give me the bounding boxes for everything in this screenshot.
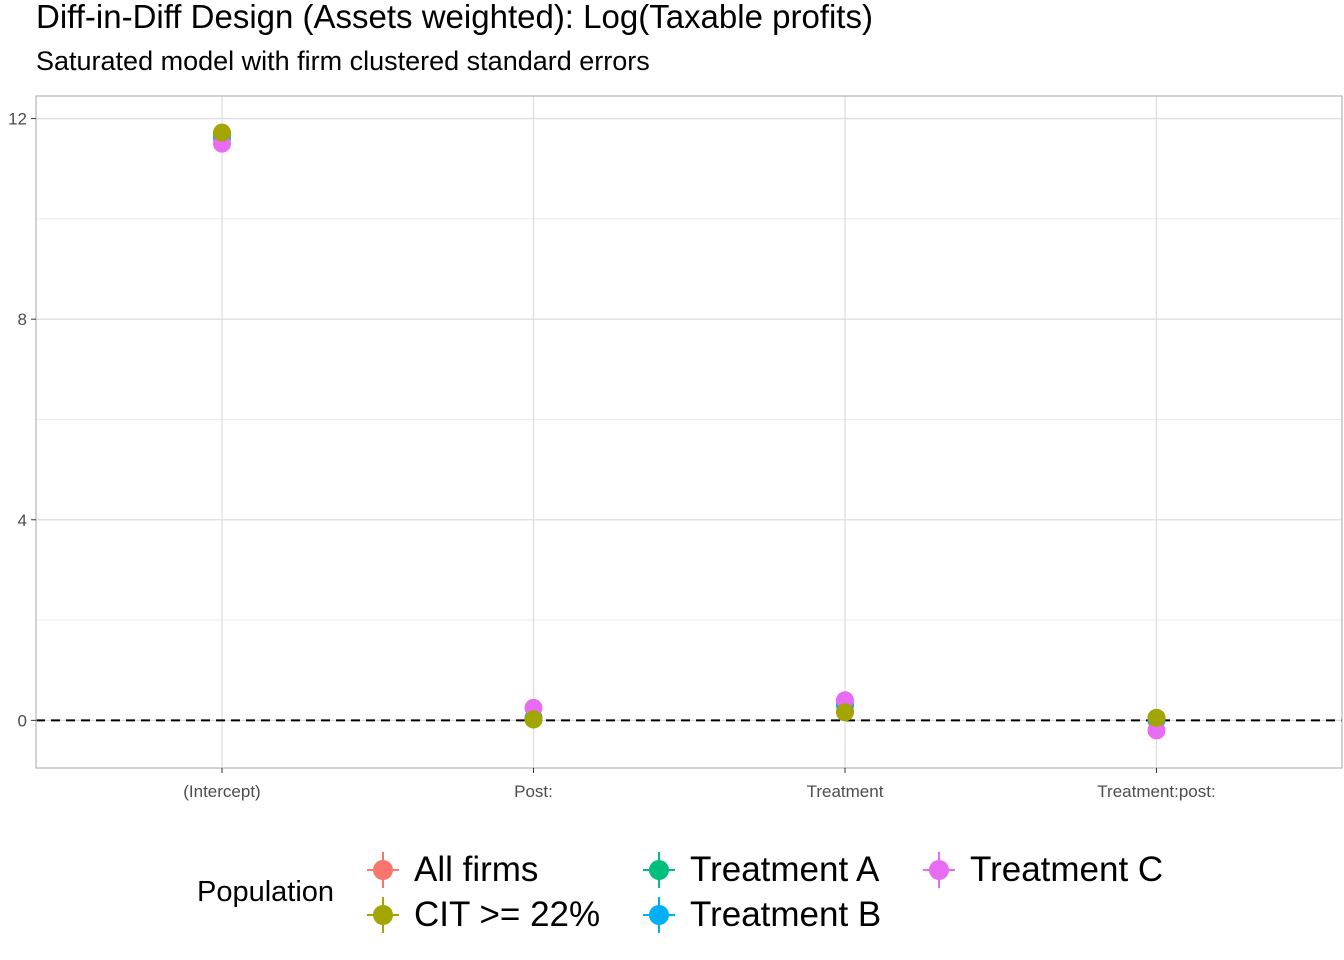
data-points — [213, 123, 1166, 740]
legend-item: Treatment A — [634, 848, 879, 892]
legend-key-icon — [367, 897, 399, 933]
data-point — [1147, 708, 1166, 727]
data-point — [524, 710, 543, 729]
legend-label: Treatment C — [970, 850, 1164, 889]
legend-key-icon — [367, 852, 399, 888]
y-tick-label: 0 — [18, 711, 27, 730]
x-tick-label: Treatment — [807, 782, 884, 801]
plot-panel-background — [36, 96, 1342, 768]
legend-item: CIT >= 22% — [358, 893, 600, 937]
x-axis-ticks: (Intercept) Post: Treatment Treatment:post: — [183, 768, 1216, 801]
data-point — [1147, 721, 1166, 740]
data-point — [836, 703, 854, 722]
x-tick-label: (Intercept) — [183, 782, 260, 801]
legend-label: CIT >= 22% — [414, 895, 601, 934]
y-tick-label: 8 — [18, 310, 27, 329]
chart-subtitle: Saturated model with firm clustered stan… — [36, 46, 650, 76]
y-axis-ticks: 0 4 8 12 — [8, 110, 36, 730]
plot-panel-border — [35, 95, 1343, 769]
legend-title: Population — [197, 876, 335, 908]
chart-title: Diff-in-Diff Design (Assets weighted): L… — [36, 0, 873, 35]
legend-label: All firms — [414, 850, 539, 889]
y-tick-label: 12 — [8, 110, 27, 129]
x-tick-label: Post: — [514, 782, 553, 801]
x-tick-label: Treatment:post: — [1097, 782, 1215, 801]
legend-key-icon — [643, 852, 675, 888]
legend-key-icon — [923, 852, 955, 888]
legend-key-icon — [643, 897, 675, 933]
data-point — [213, 123, 231, 142]
legend-item: Treatment C — [914, 848, 1163, 892]
legend-label: Treatment A — [690, 850, 880, 889]
legend-item: Treatment B — [634, 893, 881, 937]
legend-label: Treatment B — [690, 895, 882, 934]
y-tick-label: 4 — [18, 511, 27, 530]
legend-item: All firms — [358, 848, 538, 892]
